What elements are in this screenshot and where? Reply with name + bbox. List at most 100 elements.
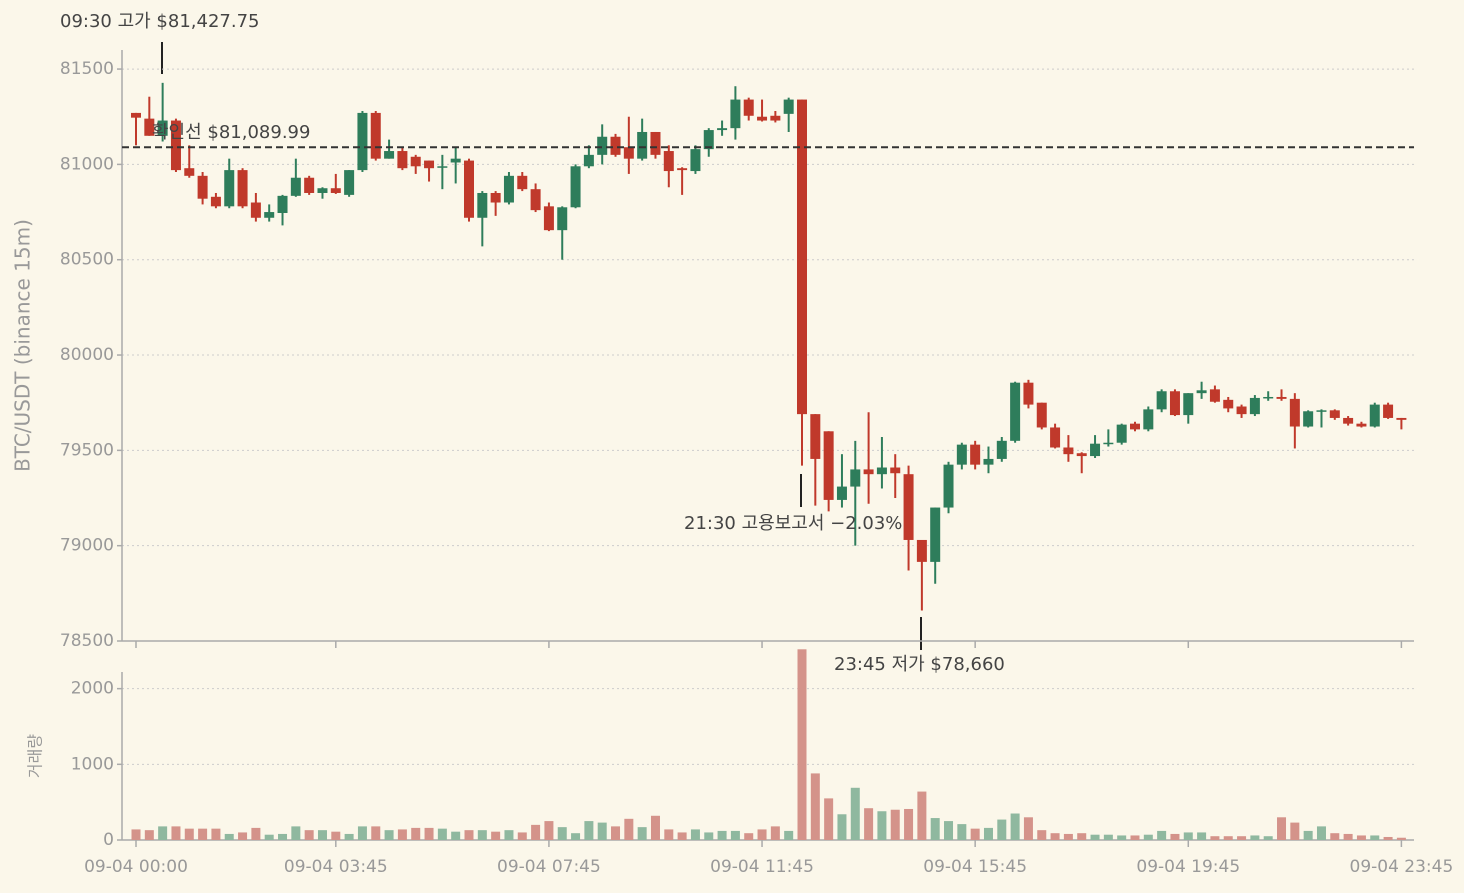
candle-body: [437, 166, 448, 168]
volume-bar: [850, 787, 860, 840]
volume-bar: [1183, 832, 1193, 840]
candle-body: [131, 112, 141, 118]
volume-bar: [184, 828, 194, 840]
volume-bar: [877, 811, 887, 840]
volume-bar: [584, 821, 594, 840]
volume-bar: [451, 831, 461, 840]
volume-bar: [1396, 837, 1406, 840]
annotation: 23:45 저가 $78,660: [834, 654, 1005, 675]
candle-body: [850, 469, 861, 487]
y-tick-label: 2000: [71, 679, 114, 699]
y-tick-label: 80000: [60, 345, 114, 365]
candle-body: [1156, 391, 1167, 410]
volume-bar: [650, 815, 660, 840]
volume-bar: [597, 822, 607, 840]
volume-bar: [797, 649, 807, 840]
volume-bar: [744, 833, 754, 840]
volume-bar: [1210, 836, 1220, 840]
volume-bar: [824, 798, 834, 840]
candle-body: [237, 170, 248, 207]
volume-bar: [730, 830, 740, 840]
candle-body: [490, 192, 501, 203]
y-tick-label: 79000: [60, 536, 114, 556]
volume-bar: [1077, 833, 1087, 840]
candle-body: [1303, 411, 1314, 427]
candle-body: [1143, 409, 1154, 430]
volume-bar: [531, 824, 541, 840]
candle-body: [317, 188, 328, 193]
candle-body: [703, 130, 714, 150]
volume-bar: [171, 826, 181, 840]
volume-bar: [371, 826, 381, 840]
volume-bar: [664, 829, 674, 840]
candle-body: [464, 160, 474, 218]
candle-body: [1116, 424, 1127, 443]
volume-bar: [1370, 835, 1380, 840]
candle-body: [250, 202, 261, 218]
volume-bar: [131, 829, 141, 840]
volume-bar: [717, 830, 727, 840]
candle-body: [184, 168, 195, 176]
volume-bar: [464, 830, 474, 840]
volume-bar: [624, 818, 634, 840]
candle-body: [970, 444, 981, 465]
candle-body: [1169, 391, 1180, 416]
candle-body: [144, 118, 155, 136]
volume-bar: [544, 821, 554, 840]
candle-body: [903, 474, 914, 540]
x-tick-label: 09-04 00:00: [84, 857, 188, 877]
candle-body: [410, 156, 421, 167]
volume-bar: [957, 824, 967, 840]
candle-body: [956, 444, 967, 465]
volume-bar: [264, 834, 274, 840]
candle-body: [1130, 423, 1140, 430]
volume-bar: [344, 833, 354, 840]
volume-bar: [1117, 835, 1127, 840]
volume-bar: [890, 809, 900, 840]
candle-body: [517, 175, 528, 190]
candle-body: [1383, 404, 1394, 418]
volume-bar: [251, 827, 261, 840]
candle-body: [357, 112, 368, 171]
candle-body: [1196, 390, 1207, 394]
candle-body: [983, 458, 994, 465]
volume-bar: [384, 830, 394, 840]
candle-body: [1316, 410, 1327, 412]
candle-body: [1050, 427, 1061, 448]
volume-bar: [1197, 832, 1207, 840]
volume-bar: [1090, 834, 1100, 840]
volume-bar: [1063, 833, 1073, 840]
candle-body: [557, 207, 568, 231]
candle-body: [157, 120, 168, 136]
candle-body: [277, 195, 288, 214]
candle-body: [876, 467, 887, 475]
candle-body: [530, 189, 541, 211]
candle-body: [424, 160, 435, 169]
volume-bar: [1383, 836, 1393, 840]
volume-bar: [144, 830, 154, 840]
candle-body: [650, 131, 661, 155]
candle-body: [1249, 397, 1260, 415]
volume-bar: [517, 832, 527, 840]
volume-bar: [1356, 835, 1366, 840]
candle-body: [1343, 417, 1354, 424]
volume-bar: [397, 829, 407, 840]
candle-body: [890, 467, 901, 474]
volume-bar: [611, 826, 621, 840]
volume-bar: [1103, 834, 1113, 840]
volume-bar: [1343, 833, 1353, 840]
candle-body: [1090, 443, 1101, 457]
candle-body: [730, 99, 741, 129]
candle-body: [197, 175, 208, 199]
volume-bar: [331, 831, 341, 840]
candle-body: [344, 170, 355, 195]
candle-body: [637, 131, 648, 159]
volume-bar: [1157, 830, 1167, 840]
candle-body: [757, 116, 768, 121]
candle-body: [1183, 393, 1194, 416]
candle-body: [690, 149, 701, 172]
candle-body: [224, 170, 235, 207]
y-tick-label: 79500: [60, 440, 114, 460]
volume-bar: [837, 814, 847, 840]
